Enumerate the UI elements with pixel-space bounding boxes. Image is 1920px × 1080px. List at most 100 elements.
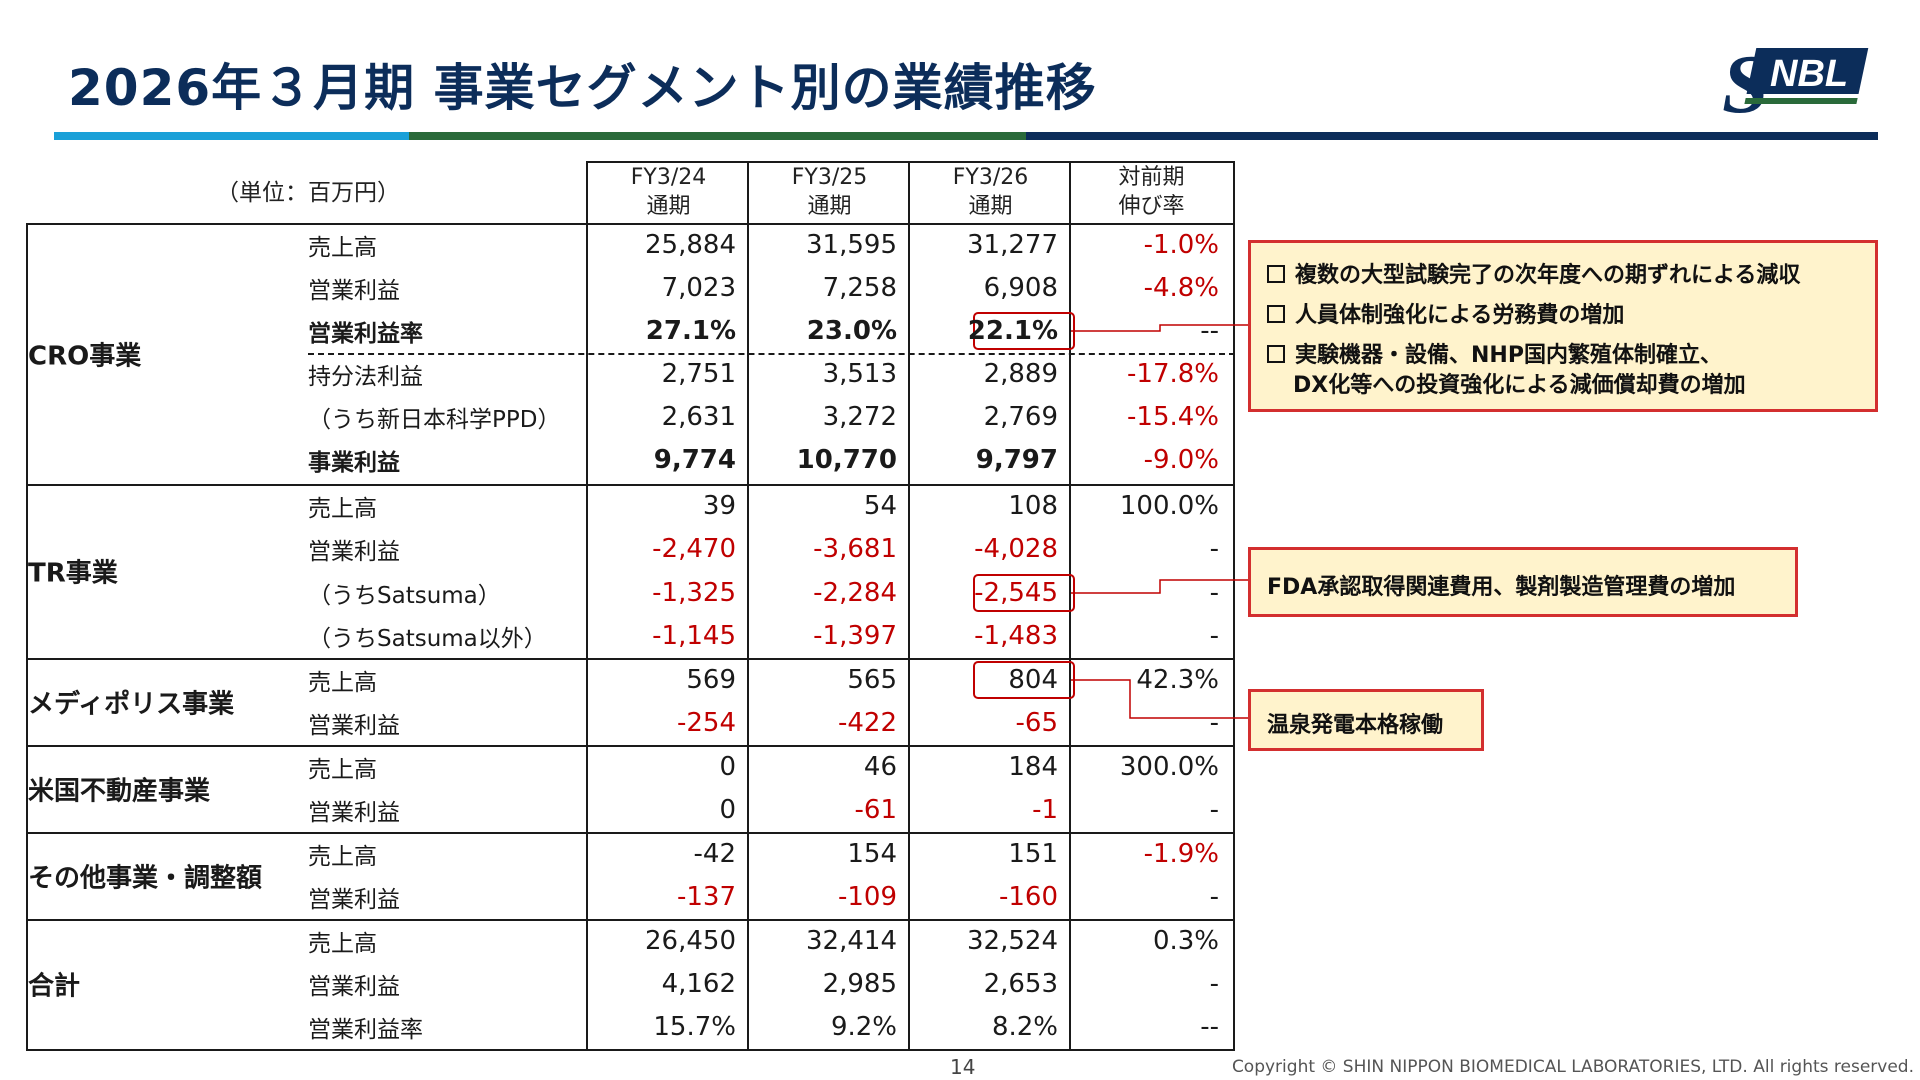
metric-label: 売上高	[308, 757, 377, 783]
cell-value: 4,162	[661, 969, 736, 999]
cell-value: -61	[854, 795, 897, 825]
cell-value: 31,277	[967, 230, 1058, 260]
cell-growth: --	[1200, 1012, 1219, 1042]
callout-text: FDA承認取得関連費用、製剤製造管理費の増加	[1267, 575, 1736, 600]
column-header-fy26: FY3/26 通期	[952, 165, 1029, 219]
checkbox-icon	[1267, 265, 1285, 283]
copyright-notice: Copyright © SHIN NIPPON BIOMEDICAL LABOR…	[1231, 1057, 1914, 1077]
cell-growth: -	[1209, 795, 1219, 825]
cell-value: 108	[1008, 491, 1058, 521]
cell-growth: -9.0%	[1143, 445, 1219, 475]
cell-value: 3,272	[822, 402, 897, 432]
cell-growth: -	[1209, 621, 1219, 651]
cell-value: -2,284	[813, 578, 897, 608]
metric-label: 事業利益	[308, 450, 400, 476]
cell-growth: -	[1209, 708, 1219, 738]
cell-growth: -	[1209, 578, 1219, 608]
cell-value: 3,513	[822, 359, 897, 389]
cell-growth: -	[1209, 969, 1219, 999]
metric-label: 営業利益	[308, 974, 400, 1000]
metric-label: 売上高	[308, 670, 377, 696]
cell-value: -1,483	[974, 621, 1058, 651]
page-number: 14	[950, 1055, 976, 1079]
callout-medipolis: 温泉発電本格稼働	[1248, 689, 1484, 751]
unit-label: （単位：百万円）	[216, 180, 400, 206]
metric-label: 営業利益	[308, 713, 400, 739]
callout-text: 温泉発電本格稼働	[1267, 713, 1444, 738]
cell-value: 25,884	[645, 230, 736, 260]
metric-label: 営業利益	[308, 539, 400, 565]
cell-value: 565	[847, 665, 897, 695]
segment-name-other: その他事業・調整額	[28, 863, 263, 894]
cell-value: 32,524	[967, 926, 1058, 956]
cell-value: 7,258	[822, 273, 897, 303]
cell-value: -65	[1015, 708, 1058, 738]
snbl-logo: S NBL	[1722, 40, 1869, 124]
cell-value: 46	[863, 752, 897, 782]
cell-value: 7,023	[661, 273, 736, 303]
cell-value: 2,889	[983, 359, 1058, 389]
callout-cro: 複数の大型試験完了の次年度への期ずれによる減収 人員体制強化による労務費の増加 …	[1248, 240, 1878, 412]
cell-value: -1,145	[652, 621, 736, 651]
cell-value: -1,325	[652, 578, 736, 608]
cell-growth: 0.3%	[1152, 926, 1219, 956]
segment-name-us-real-estate: 米国不動産事業	[28, 776, 211, 807]
metric-label: 営業利益率	[308, 321, 423, 347]
cell-growth: -	[1209, 882, 1219, 912]
cell-value: 15.7%	[653, 1012, 736, 1042]
cell-value: 9,797	[975, 445, 1058, 475]
page-title: 2026年３月期 事業セグメント別の業績推移	[68, 59, 1097, 117]
callout-text: 実験機器・設備、NHP国内繁殖体制確立、	[1295, 343, 1722, 368]
cell-growth: 300.0%	[1119, 752, 1219, 782]
callout-text: 複数の大型試験完了の次年度への期ずれによる減収	[1295, 263, 1801, 288]
cell-growth: -1.0%	[1143, 230, 1219, 260]
metric-label: 持分法利益	[308, 364, 423, 390]
cell-growth: -1.9%	[1143, 839, 1219, 869]
checkbox-icon	[1267, 305, 1285, 323]
cell-value: 9,774	[653, 445, 736, 475]
metric-label: （うち新日本科学PPD）	[308, 407, 561, 433]
cell-value: 2,631	[661, 402, 736, 432]
title-underline	[54, 132, 1878, 140]
cell-value: -3,681	[813, 534, 897, 564]
cell-value: -1,397	[813, 621, 897, 651]
segment-name-tr: TR事業	[28, 558, 118, 589]
cell-value: 22.1%	[967, 316, 1058, 346]
segment-name-medipolis: メディポリス事業	[28, 689, 235, 720]
svg-text:NBL: NBL	[1770, 53, 1848, 95]
cell-value: -2,470	[652, 534, 736, 564]
cell-growth: -	[1209, 534, 1219, 564]
cell-value: 27.1%	[645, 316, 736, 346]
cell-growth: 100.0%	[1119, 491, 1219, 521]
metric-label: （うちSatsuma以外）	[308, 626, 547, 652]
metric-label: 売上高	[308, 496, 377, 522]
cell-value: 0	[719, 752, 736, 782]
cell-value: 2,751	[661, 359, 736, 389]
cell-growth: -4.8%	[1143, 273, 1219, 303]
cell-value: 2,985	[822, 969, 897, 999]
cell-value: 2,653	[983, 969, 1058, 999]
cell-value: 2,769	[983, 402, 1058, 432]
cell-value: 39	[702, 491, 736, 521]
cell-value: 54	[863, 491, 897, 521]
cell-value: -160	[998, 882, 1058, 912]
cell-value: 32,414	[806, 926, 897, 956]
metric-label: 営業利益率	[308, 1017, 423, 1043]
callout-text: 人員体制強化による労務費の増加	[1295, 303, 1625, 328]
segment-name-total: 合計	[28, 971, 81, 1002]
cell-value: 0	[719, 795, 736, 825]
column-header-fy25: FY3/25 通期	[791, 165, 868, 219]
cell-value: -4,028	[974, 534, 1058, 564]
metric-label: 売上高	[308, 235, 377, 261]
cell-value: -254	[676, 708, 736, 738]
metric-label: 営業利益	[308, 800, 400, 826]
cell-value: -137	[676, 882, 736, 912]
metric-label: 売上高	[308, 844, 377, 870]
segment-results-table: （単位：百万円） FY3/24 通期 FY3/25 通期 FY3/26 通期 対前期伸…	[26, 161, 1235, 1051]
cell-value: -109	[837, 882, 897, 912]
callout-text: DX化等への投資強化による減価償却費の増加	[1293, 373, 1746, 398]
column-header-growth: 対前期 伸び率	[1118, 165, 1185, 219]
cell-value: 184	[1008, 752, 1058, 782]
cell-value: 10,770	[796, 445, 897, 475]
metric-label: 売上高	[308, 931, 377, 957]
